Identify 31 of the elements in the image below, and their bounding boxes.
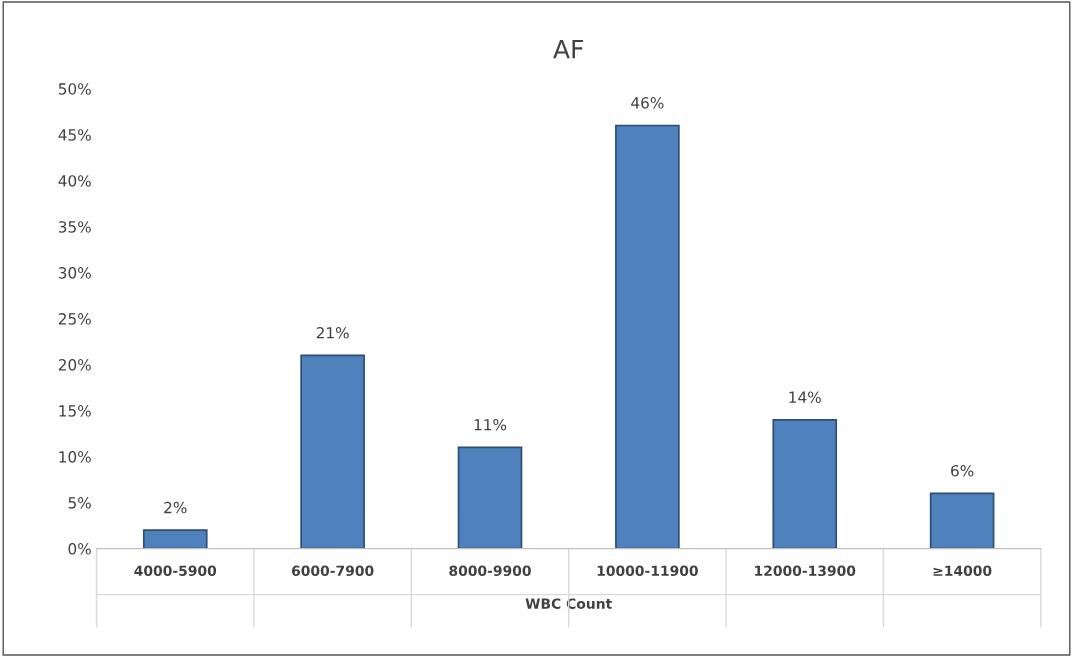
y-tick-label: 40% [58, 175, 91, 187]
y-tick-label: 0% [68, 543, 91, 555]
y-tick-label: 30% [58, 267, 91, 279]
bar [300, 354, 365, 549]
bar [772, 418, 838, 549]
x-tick-label: 4000-5900 [134, 565, 217, 577]
y-tick-label: 50% [58, 83, 91, 95]
y-tick-label: 25% [58, 313, 91, 325]
x-tick-label: 8000-9900 [449, 565, 531, 577]
bar [142, 529, 208, 549]
x-tick-label: 12000-13900 [755, 565, 856, 577]
y-tick-label: 5% [68, 497, 91, 509]
y-tick-label: 10% [59, 451, 91, 463]
y-tick-label: 45% [58, 129, 91, 141]
bar [929, 492, 995, 549]
data-label: 14% [789, 391, 821, 403]
y-tick-label: 35% [58, 221, 91, 233]
y-tick-label: 20% [58, 359, 91, 371]
y-tick-label: 15% [59, 405, 91, 417]
x-tick-label: 6000-7900 [291, 565, 374, 577]
data-label: 11% [474, 419, 507, 431]
data-label: 21% [316, 327, 349, 339]
bar [457, 446, 523, 549]
x-axis-title: WBC Count [525, 598, 612, 609]
data-label: 2% [164, 501, 187, 514]
x-tick-label: ≥14000 [933, 565, 992, 577]
chart-title: AF [553, 39, 583, 59]
data-label: 6% [951, 465, 974, 477]
bar [615, 124, 680, 549]
data-label: 46% [631, 97, 664, 109]
x-tick-label: 10000-11900 [597, 565, 698, 577]
